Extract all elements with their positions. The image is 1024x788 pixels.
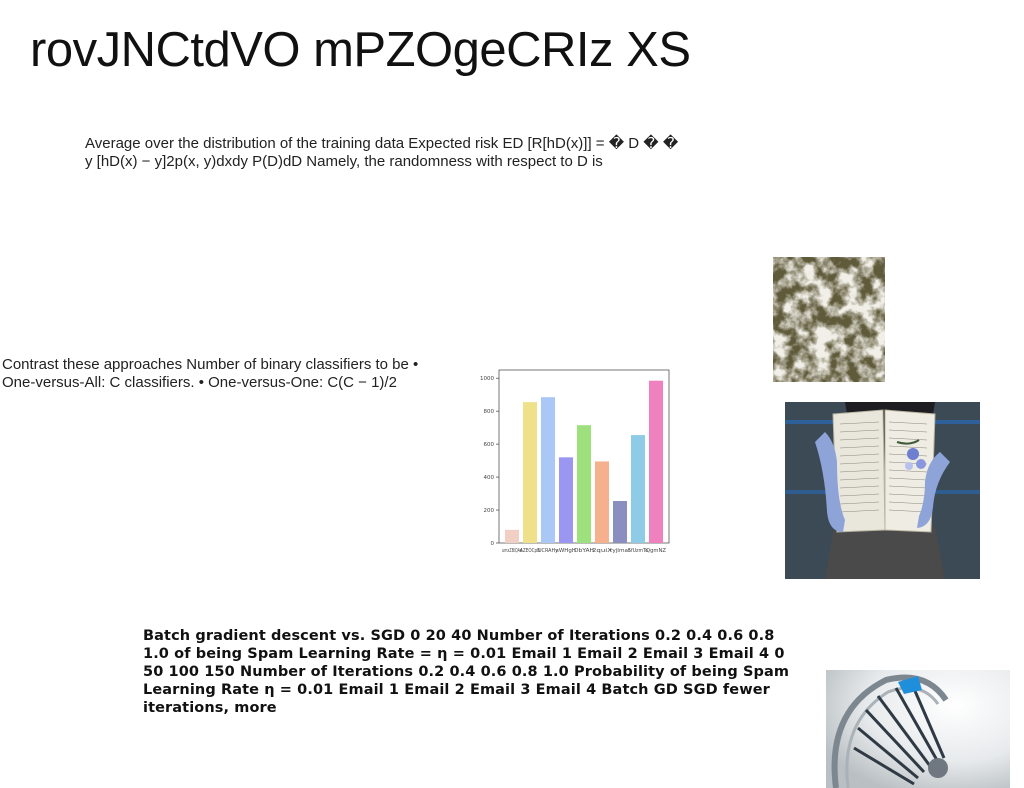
open-book-hands-photo [785,402,980,579]
x-tick-label: sWHgH [556,548,576,554]
bar-sWHgH [558,457,574,543]
x-tick-label: SfUzmTo [628,548,648,554]
bar-ryjImaf [612,500,628,543]
bar-UCRAHy [540,397,556,543]
x-tick-label: QgmNZ [646,548,667,554]
bar-DbYAH [576,425,592,543]
x-tick-label: umxZBiQAd [502,548,522,554]
slide-title: rovJNCtdVO mPZOgeCRIz XS [30,23,691,77]
bar-umxZBiQAd [504,529,520,543]
y-tick-label: 1000 [480,376,494,382]
bar-SfUzmTo [630,435,646,543]
x-tick-label: DbYAH [574,548,594,554]
y-tick-label: 400 [484,475,495,481]
classifier-approaches-text: Contrast these approaches Number of bina… [2,356,419,391]
y-tick-label: 0 [491,541,495,547]
y-tick-label: 800 [484,409,495,415]
x-tick-label: UCRAHy [538,548,558,554]
x-tick-label: ryjImaf [610,548,630,554]
x-tick-label: 2quiX [592,548,613,554]
foam-texture-photo [773,257,885,382]
bar-chart: 0 200 400 600 800 1000 umxZBiQAdAZEOCpBUCRAHy… [480,369,670,554]
spiral-staircase-photo [826,670,1010,788]
bar-QgmNZ [648,380,664,543]
y-tick-label: 200 [484,508,495,514]
expected-risk-text: Average over the distribution of the tra… [85,135,679,170]
gradient-descent-text: Batch gradient descent vs. SGD 0 20 40 N… [143,628,790,716]
x-tick-label: AZEOCpB [520,548,540,554]
bar-2quiX [594,461,610,543]
y-tick-label: 600 [484,442,495,448]
bar-AZEOCpB [522,402,538,543]
